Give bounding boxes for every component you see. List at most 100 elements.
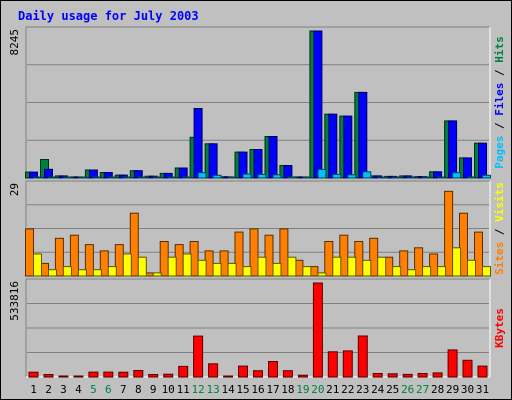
bar-visits-day-26: [399, 250, 409, 277]
x-tick-label: 22: [341, 383, 354, 396]
bar-files-day-20: [313, 30, 323, 179]
bar-sites-day-16: [257, 256, 267, 277]
bar-kbytes-day-11: [178, 365, 189, 378]
legend-part: Visits: [493, 182, 506, 222]
y-max-label: 29: [8, 183, 21, 196]
bar-sites-day-21: [332, 256, 342, 277]
bar-kbytes-day-16: [253, 370, 263, 378]
x-tick-label: 21: [326, 383, 339, 396]
bar-kbytes-day-8: [133, 370, 144, 378]
bar-sites-day-29: [452, 247, 462, 277]
bar-pages-day-22: [347, 174, 357, 179]
y-max-label: 533816: [8, 281, 21, 321]
bar-kbytes-day-22: [342, 350, 353, 378]
bar-kbytes-day-4: [73, 375, 84, 378]
bar-kbytes-day-20: [312, 282, 323, 378]
panel-kbytes: 533816 KBytes: [8, 278, 506, 378]
bar-kbytes-day-17: [268, 361, 278, 378]
bar-pages-day-15: [242, 173, 252, 179]
bar-pages-day-8: [137, 176, 147, 179]
bar-visits-day-4: [69, 234, 79, 277]
bar-pages-day-2: [48, 176, 57, 179]
bar-visits-day-18: [279, 228, 289, 277]
bar-visits-day-27: [414, 247, 424, 277]
bar-sites-day-3: [62, 266, 72, 277]
legend-part: /: [493, 222, 506, 242]
bar-sites-day-24: [377, 256, 387, 277]
bar-kbytes-day-26: [402, 373, 413, 378]
bar-kbytes-day-19: [297, 374, 308, 378]
bar-files-day-31: [478, 142, 487, 179]
bar-kbytes-day-28: [432, 372, 443, 378]
bar-kbytes-day-24: [372, 373, 383, 378]
bar-pages-day-24: [377, 176, 387, 179]
x-tick-label: 24: [371, 383, 385, 396]
x-tick-label: 8: [135, 383, 142, 396]
bar-pages-day-1: [33, 176, 42, 179]
bar-files-day-21: [328, 113, 338, 179]
panel-pages-files-hits: 8245 Pages / Files / Hits: [8, 26, 506, 179]
y-max-label: 8245: [8, 29, 21, 56]
bar-sites-day-15: [242, 266, 252, 277]
bar-sites-day-1: [33, 253, 42, 277]
bar-kbytes-day-29: [447, 349, 458, 378]
bar-kbytes-day-5: [88, 371, 99, 378]
x-tick-label: 9: [150, 383, 157, 396]
x-tick-label: 28: [431, 383, 444, 396]
bar-files-day-17: [268, 136, 278, 179]
bar-visits-day-15: [234, 231, 244, 277]
bar-pages-day-25: [392, 176, 402, 179]
x-tick-label: 1: [30, 383, 37, 396]
bar-sites-day-14: [227, 262, 237, 277]
bar-pages-day-9: [152, 176, 162, 179]
bar-pages-day-6: [107, 176, 117, 179]
bar-kbytes-day-6: [103, 371, 114, 378]
x-tick-label: 27: [416, 383, 429, 396]
bar-pages-day-4: [77, 176, 87, 179]
bar-sites-day-30: [467, 259, 476, 277]
bar-visits-day-6: [99, 250, 109, 277]
bar-kbytes-day-15: [238, 365, 248, 378]
x-tick-label: 30: [461, 383, 474, 396]
bar-pages-day-13: [212, 174, 222, 179]
bar-kbytes-day-3: [58, 375, 69, 378]
x-axis: 1 2 3 4 5 6 7 8 9 10 11 12 13 14 15 16 17 18 19 20 21 22 23 24 2…: [30, 383, 489, 396]
legend-part: Hits: [493, 36, 506, 63]
x-tick-label: 29: [446, 383, 459, 396]
bar-files-day-22: [343, 115, 353, 179]
legend-part: Sites: [493, 242, 506, 275]
series-legend: KBytes: [493, 308, 506, 348]
bar-files-day-13: [208, 143, 218, 179]
bar-kbytes-day-14: [223, 375, 234, 378]
bar-sites-day-6: [107, 266, 117, 277]
bar-pages-day-20: [317, 168, 327, 179]
bar-sites-day-22: [347, 256, 357, 277]
x-tick-label: 26: [401, 383, 414, 396]
bar-sites-day-7: [122, 253, 132, 277]
x-tick-label: 5: [90, 383, 97, 396]
bar-visits-day-28: [429, 253, 439, 277]
bar-kbytes-day-18: [282, 370, 293, 378]
bar-sites-day-18: [287, 256, 297, 277]
bar-kbytes-day-31: [477, 365, 488, 378]
x-tick-label: 20: [311, 383, 324, 396]
legend-part: /: [493, 63, 506, 83]
bar-pages-day-12: [197, 172, 207, 179]
x-tick-label: 31: [476, 383, 489, 396]
bar-files-day-18: [283, 165, 293, 179]
bar-pages-day-10: [167, 176, 177, 179]
bar-visits-day-10: [159, 241, 169, 277]
bar-files-day-30: [463, 157, 472, 179]
bar-visits-day-30: [459, 212, 468, 277]
bar-visits-day-16: [249, 228, 259, 277]
bar-pages-day-14: [227, 176, 237, 179]
bar-kbytes-day-30: [462, 359, 473, 378]
bar-pages-day-16: [257, 173, 267, 179]
x-tick-label: 23: [356, 383, 369, 396]
x-tick-label: 13: [206, 383, 219, 396]
bar-pages-day-29: [452, 172, 462, 179]
bar-sites-day-28: [437, 266, 447, 277]
bar-pages-day-11: [182, 176, 192, 179]
bar-kbytes-day-27: [417, 373, 428, 378]
